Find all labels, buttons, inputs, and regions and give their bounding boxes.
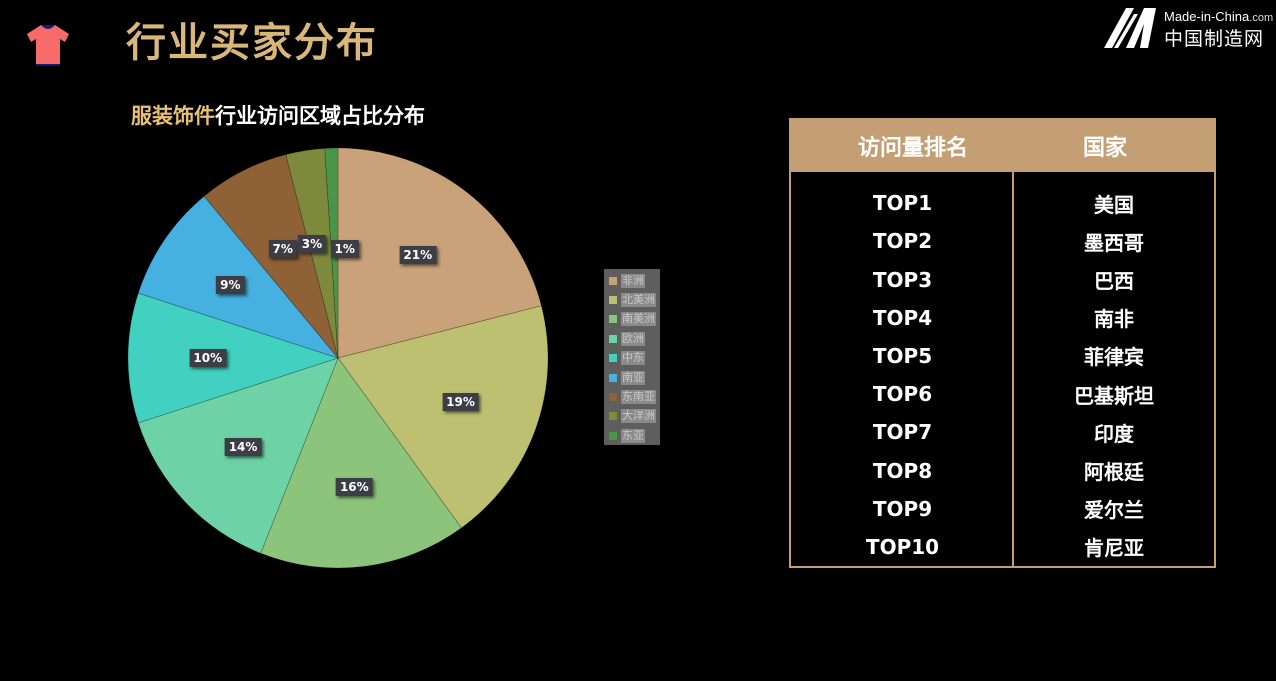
legend-label: 非洲	[621, 273, 645, 288]
legend-item: 东亚	[606, 426, 660, 445]
table-body: TOP1 TOP2 TOP3 TOP4 TOP5 TOP6 TOP7 TOP8 TOP9 TOP1…	[791, 172, 1214, 566]
country-cell: 菲律宾	[1084, 345, 1144, 370]
ranking-table: 访问量排名 国家 TOP1 TOP2 TOP3 TOP4 TOP5 TOP6 TOP7 TOP…	[789, 118, 1216, 568]
rank-cell: TOP4	[872, 305, 933, 330]
legend-label: 南亚	[621, 370, 645, 385]
pie-data-label: 7%	[268, 240, 297, 259]
country-cell: 墨西哥	[1084, 230, 1144, 255]
legend-item: 南美洲	[606, 310, 660, 329]
legend-swatch	[609, 296, 617, 305]
legend-label: 南美洲	[621, 312, 656, 327]
pie-data-label: 21%	[399, 246, 437, 265]
legend-swatch	[609, 354, 617, 363]
legend-swatch	[609, 373, 617, 382]
pie-chart: 21% 19% 16% 14% 10% 9% 7% 3% 1%	[120, 140, 560, 580]
pie-slice	[337, 305, 549, 529]
country-cell: 爱尔兰	[1084, 498, 1144, 523]
legend-item: 中东	[606, 349, 660, 368]
pie-svg	[127, 147, 549, 569]
pie-data-label: 19%	[442, 393, 479, 412]
pie-slice	[337, 147, 542, 359]
legend-label: 大洋洲	[621, 409, 656, 424]
legend-item: 北美洲	[606, 290, 660, 309]
legend-item: 大洋洲	[606, 407, 660, 426]
country-cell: 巴基斯坦	[1074, 383, 1154, 408]
legend-swatch	[609, 412, 617, 421]
legend-swatch	[609, 393, 617, 402]
chart-title-rest: 行业访问区域占比分布	[215, 104, 425, 128]
header-country: 国家	[1083, 136, 1128, 161]
legend-item: 南亚	[606, 368, 660, 387]
legend-item: 非洲	[606, 271, 660, 290]
chart-title-highlight: 服装饰件	[131, 104, 215, 128]
pie-slice	[127, 292, 340, 424]
country-cell: 印度	[1094, 421, 1134, 446]
rank-cell: TOP8	[872, 458, 933, 483]
table-header: 访问量排名 国家	[791, 120, 1214, 172]
rank-cell: TOP10	[865, 534, 940, 559]
rank-cell: TOP7	[872, 420, 933, 445]
legend-swatch	[609, 431, 617, 440]
legend-label: 东南亚	[621, 390, 656, 405]
chart-legend: 非洲北美洲南美洲欧洲中东南亚东南亚大洋洲东亚	[604, 269, 660, 445]
rank-column: TOP1 TOP2 TOP3 TOP4 TOP5 TOP6 TOP7 TOP8 TOP9 TOP1…	[791, 172, 1014, 566]
chart-title: 服装饰件行业访问区域占比分布	[131, 100, 425, 130]
country-column: 美国墨西哥巴西南非菲律宾巴基斯坦印度阿根廷爱尔兰肯尼亚	[1014, 172, 1214, 566]
country-cell: 南非	[1094, 307, 1134, 332]
logo-chinese: 中国制造网	[1164, 28, 1265, 50]
pie-data-label: 3%	[297, 234, 327, 253]
legend-swatch	[609, 315, 617, 324]
logo-english: Made-in-China.com	[1164, 9, 1274, 24]
logo-m-icon	[1104, 8, 1156, 48]
rank-cell: TOP5	[872, 343, 933, 368]
header-rank: 访问量排名	[857, 136, 968, 161]
rank-cell: TOP6	[872, 382, 933, 407]
country-cell: 巴西	[1094, 269, 1134, 293]
pie-data-label: 10%	[189, 349, 227, 367]
legend-label: 中东	[621, 351, 645, 366]
country-cell: 肯尼亚	[1084, 536, 1144, 561]
pie-data-label: 9%	[216, 275, 245, 294]
rank-cell: TOP9	[872, 496, 933, 521]
pie-slice	[260, 357, 462, 569]
country-cell: 美国	[1094, 192, 1134, 217]
pie-data-label: 16%	[335, 478, 373, 497]
pie-slice	[285, 147, 339, 359]
legend-swatch	[609, 276, 617, 285]
made-in-china-logo: Made-in-China.com 中国制造网	[1104, 6, 1274, 50]
tshirt-icon	[27, 25, 69, 66]
legend-item: 欧洲	[606, 329, 660, 348]
rank-cell: TOP2	[872, 229, 933, 254]
rank-cell: TOP3	[872, 267, 933, 292]
rank-cell: TOP1	[872, 191, 933, 216]
pie-data-label: 14%	[224, 438, 262, 457]
legend-label: 北美洲	[621, 293, 656, 308]
legend-label: 欧洲	[621, 331, 645, 346]
legend-item: 东南亚	[606, 387, 660, 406]
legend-label: 东亚	[621, 428, 645, 443]
column-divider	[1012, 172, 1014, 566]
pie-data-label: 1%	[330, 240, 359, 259]
legend-swatch	[609, 334, 617, 343]
country-cell: 阿根廷	[1084, 460, 1144, 485]
page-title: 行业买家分布	[126, 20, 378, 66]
